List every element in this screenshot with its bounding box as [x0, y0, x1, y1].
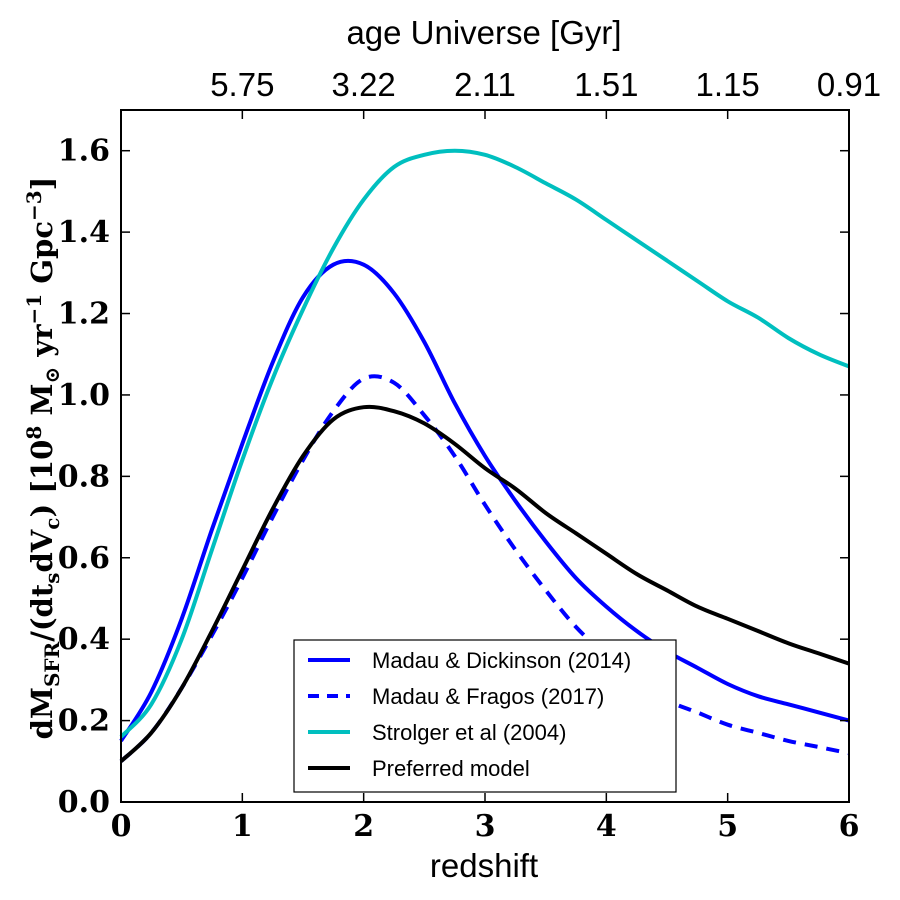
- ylabel-mid4: M: [25, 384, 59, 426]
- x-tick-labels: 0 1 2 3 4 5 6: [111, 809, 860, 844]
- ylabel-mid3: ) [10: [25, 440, 59, 518]
- series-line-madau-dickinson-2014: [119, 258, 850, 742]
- top-tick-label: 5.75: [210, 66, 274, 103]
- y-tick-label: 1.2: [58, 297, 110, 332]
- legend-box: [293, 639, 677, 793]
- top-axis-title: age Universe [Gyr]: [346, 14, 621, 51]
- series-line-madau-fragos-2017: [119, 374, 850, 763]
- x-tick-label: 3: [475, 809, 496, 844]
- legend-entries: Madau & Dickinson (2014) Madau & Fragos (…: [308, 648, 631, 781]
- legend-label: Strolger et al (2004): [372, 720, 566, 745]
- ylabel-sup-8: 8: [22, 426, 46, 440]
- y-tick-label: 0.2: [58, 704, 110, 739]
- legend-entry-preferred-model: Preferred model: [308, 756, 530, 781]
- ylabel-tail: ]: [25, 177, 59, 191]
- ylabel-sub-sun: ⊙: [40, 367, 64, 384]
- series-line-preferred-model: [119, 404, 850, 763]
- x-tick-label: 1: [232, 809, 253, 844]
- top-tick-labels: 5.75 3.22 2.11 1.51 1.15 0.91: [210, 66, 881, 103]
- ylabel-sub-s: s: [40, 573, 64, 584]
- y-tick-label: 1.0: [58, 378, 110, 413]
- legend-label: Preferred model: [372, 756, 530, 781]
- ylabel-mid5: yr: [25, 324, 59, 367]
- ylabel-sub-c: c: [40, 518, 64, 530]
- x-tick-label: 4: [596, 809, 617, 844]
- x-tick-label: 2: [353, 809, 374, 844]
- legend-entry-strolger-et-al-2004: Strolger et al (2004): [308, 720, 566, 745]
- ylabel-lead: dM: [25, 687, 59, 739]
- ylabel-sup-m1: −1: [22, 294, 46, 325]
- y-tick-label: 1.6: [58, 134, 110, 169]
- y-tick-label: 0.6: [58, 541, 110, 576]
- legend-label: Madau & Dickinson (2014): [372, 648, 631, 673]
- ylabel-mid: /(dt: [25, 583, 59, 642]
- ylabel-mid6: Gpc: [25, 221, 59, 294]
- legend-entry-madau-dickinson-2014: Madau & Dickinson (2014): [308, 648, 631, 673]
- series-layer: [119, 148, 850, 763]
- legend: Madau & Dickinson (2014) Madau & Fragos (…: [293, 639, 677, 793]
- top-tick-label: 3.22: [332, 66, 396, 103]
- x-tick-label: 6: [839, 809, 860, 844]
- top-tick-label: 0.91: [817, 66, 881, 103]
- ylabel-sup-m3: −3: [22, 190, 46, 221]
- ylabel-mid2: dV: [25, 529, 59, 572]
- plot-frame: [120, 109, 850, 803]
- y-axis-title: dMSFR/(dtsdVc) [108 M⊙ yr−1 Gpc−3]: [22, 177, 64, 740]
- x-tick-label: 0: [111, 809, 132, 844]
- top-tick-label: 2.11: [454, 66, 516, 103]
- y-tick-label: 0.0: [58, 785, 110, 820]
- ylabel-sub-sfr: SFR: [40, 641, 64, 687]
- legend-label: Madau & Fragos (2017): [372, 684, 604, 709]
- x-tick-label: 5: [717, 809, 738, 844]
- y-tick-label: 1.4: [58, 215, 110, 250]
- top-tick-label: 1.15: [696, 66, 760, 103]
- y-tick-label: 0.4: [58, 622, 110, 657]
- series-line-strolger-et-al-2004: [119, 148, 850, 739]
- x-axis-title: redshift: [430, 847, 538, 884]
- y-tick-labels: 0.0 0.2 0.4 0.6 0.8 1.0 1.2 1.4 1.6: [58, 134, 110, 820]
- top-tick-label: 1.51: [574, 66, 638, 103]
- legend-entry-madau-fragos-2017: Madau & Fragos (2017): [308, 684, 604, 709]
- y-tick-label: 0.8: [58, 459, 110, 494]
